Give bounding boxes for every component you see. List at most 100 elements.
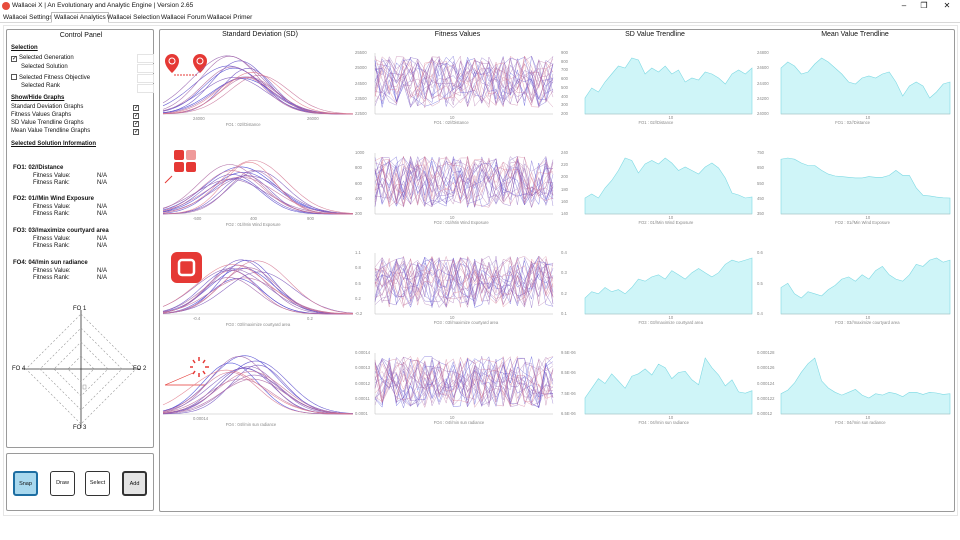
- fitness-objective-input[interactable]: [137, 74, 154, 83]
- trend-axis-label: FO4 : 04//min sun radiance: [835, 420, 886, 425]
- fitness-y-tick-label: 25500: [355, 50, 367, 55]
- sd-curve: [162, 166, 354, 214]
- sd-axis-label: FO1 : 02//Distance: [225, 122, 261, 127]
- mean-trendline-chart: [780, 257, 951, 315]
- select-button[interactable]: Select: [85, 471, 110, 496]
- trend-axis-label: FO2 : 01//Min Wind Exposure: [638, 220, 694, 225]
- fitness-y-tick-label: 600: [355, 180, 362, 186]
- fitness-graphs-checkbox[interactable]: ✓: [133, 113, 140, 119]
- selected-fitness-objective-checkbox[interactable]: Selected Fitness Objective: [11, 74, 90, 81]
- sd-curve: [162, 270, 353, 315]
- tab-wallacei-analytics[interactable]: Wallacei Analytics: [51, 12, 109, 23]
- sd-curve: [162, 66, 353, 115]
- fitness-solution-line: [374, 356, 554, 407]
- trend-y-tick-label: 650: [757, 165, 764, 171]
- trend-y-tick-label: 500: [561, 84, 568, 90]
- fitness-values-chart: [374, 353, 554, 415]
- fitness-solution-line: [374, 356, 554, 406]
- maximize-button[interactable]: ❐: [920, 1, 928, 10]
- close-button[interactable]: ✕: [943, 1, 951, 10]
- sd-curve: [162, 264, 353, 315]
- fitness-solution-line: [374, 56, 554, 108]
- fitness-solution-line: [374, 256, 554, 306]
- trend-axis-label: FO3 : 03//maximize courtyard area: [638, 320, 703, 325]
- sd-curve: [162, 170, 353, 215]
- trend-y-tick-label: 0.1: [561, 311, 567, 316]
- selected-generation-label: Selected Generation: [19, 55, 74, 61]
- tab-bar: Wallacei Settings Wallacei Analytics Wal…: [0, 12, 960, 23]
- minimize-button[interactable]: –: [901, 1, 907, 10]
- fitness-y-tick-label: 25000: [355, 65, 367, 71]
- trend-y-tick-label: 0.5: [757, 280, 763, 286]
- fitness-y-tick-label: 0.00011: [355, 395, 370, 401]
- sd-axis-label: FO2 : 01//Min Wind Exposure: [225, 222, 281, 227]
- sd-graphs-checkbox[interactable]: ✓: [133, 105, 140, 111]
- app-logo-icon: [2, 2, 10, 10]
- generation-input[interactable]: [137, 54, 154, 63]
- fitness-solution-line: [374, 56, 554, 106]
- trend-y-tick-label: 600: [561, 76, 568, 82]
- sd-trend-area: [584, 157, 753, 215]
- trend-y-tick-label: 750: [757, 150, 764, 155]
- trend-y-tick-label: 300: [561, 102, 568, 108]
- fitness-y-tick-label: 24500: [355, 80, 367, 86]
- fitness-axis-label: FO2 : 01//Min Wind Exposure: [433, 220, 489, 225]
- fitness-axis-label: FO1 : 02//Distance: [433, 120, 469, 125]
- tab-wallacei-selection[interactable]: Wallacei Selection: [107, 14, 160, 21]
- sd-trendline-checkbox[interactable]: ✓: [133, 121, 140, 127]
- tab-wallacei-forum[interactable]: Wallacei Forum: [161, 14, 206, 21]
- fitness-solution-line: [374, 256, 554, 308]
- sd-tick-label: -0.4: [193, 316, 201, 321]
- fitness-solution-line: [374, 356, 554, 405]
- sd-tick-label: 400: [250, 216, 257, 221]
- sd-trendline-chart: [584, 57, 753, 115]
- trend-y-tick-label: 0.2: [561, 290, 567, 296]
- fitness-solution-line: [374, 255, 554, 308]
- fo4-name: FO4: 04//min sun radiance: [13, 260, 88, 266]
- tab-wallacei-primer[interactable]: Wallacei Primer: [207, 14, 253, 21]
- fitness-solution-line: [374, 155, 554, 205]
- fo2-fitness-value: Fitness Value: N/A: [33, 204, 108, 210]
- sd-tick-label: 0.00014: [193, 416, 209, 421]
- fitness-solution-line: [374, 158, 554, 208]
- fitness-solution-line: [374, 156, 554, 208]
- fo4-fitness-value: Fitness Value: N/A: [33, 268, 108, 274]
- fitness-solution-line: [374, 356, 554, 408]
- sd-curve: [162, 369, 353, 415]
- fitness-x-tick-label: 10: [449, 115, 455, 120]
- selected-generation-checkbox[interactable]: ✓ Selected Generation: [11, 55, 74, 62]
- fitness-solution-line: [374, 156, 554, 207]
- sd-curve: [162, 67, 353, 115]
- fo1-name: FO1: 02//Distance: [13, 165, 64, 171]
- distance-pin-icon: [165, 54, 207, 76]
- trend-y-tick-label: 400: [561, 93, 568, 99]
- fo2-fitness-rank: Fitness Rank: N/A: [33, 211, 108, 217]
- fo1-fitness-value: Fitness Value: N/A: [33, 173, 108, 179]
- trend-axis-label: FO4 : 04//min sun radiance: [638, 420, 689, 425]
- mean-trendline-checkbox[interactable]: ✓: [133, 129, 140, 135]
- radar-fo1-label: FO 1: [73, 306, 87, 312]
- sd-trend-column-title: SD Value Trendline: [625, 31, 685, 38]
- tab-wallacei-settings[interactable]: Wallacei Settings: [3, 14, 53, 21]
- trend-axis-label: FO3 : 03//maximize courtyard area: [835, 320, 900, 325]
- radar-chart: [22, 310, 140, 428]
- draw-button[interactable]: Draw: [50, 471, 75, 496]
- fitness-solution-line: [374, 356, 554, 409]
- snap-button[interactable]: Snap: [13, 471, 38, 496]
- trend-y-tick-label: 6.5E-06: [561, 411, 576, 416]
- sun-radiance-icon: [164, 357, 209, 386]
- radar-fo3-label: FO 3: [73, 425, 87, 431]
- rank-input[interactable]: [137, 84, 154, 93]
- solution-input[interactable]: [137, 64, 154, 73]
- sd-curve: [162, 371, 353, 415]
- fitness-values-chart: [374, 153, 554, 215]
- trend-y-tick-label: 8.5E-06: [561, 370, 576, 376]
- analytics-workspace: [3, 25, 958, 516]
- sd-curve: [162, 161, 353, 215]
- sd-trendline-toggle-label: SD Value Trendline Graphs: [11, 120, 84, 126]
- fo3-fitness-value: Fitness Value: N/A: [33, 236, 108, 242]
- add-button[interactable]: Add: [122, 471, 147, 496]
- fitness-solution-line: [374, 256, 554, 306]
- trend-y-tick-label: 0.4: [757, 311, 763, 316]
- sd-tick-label: 26000: [307, 116, 319, 121]
